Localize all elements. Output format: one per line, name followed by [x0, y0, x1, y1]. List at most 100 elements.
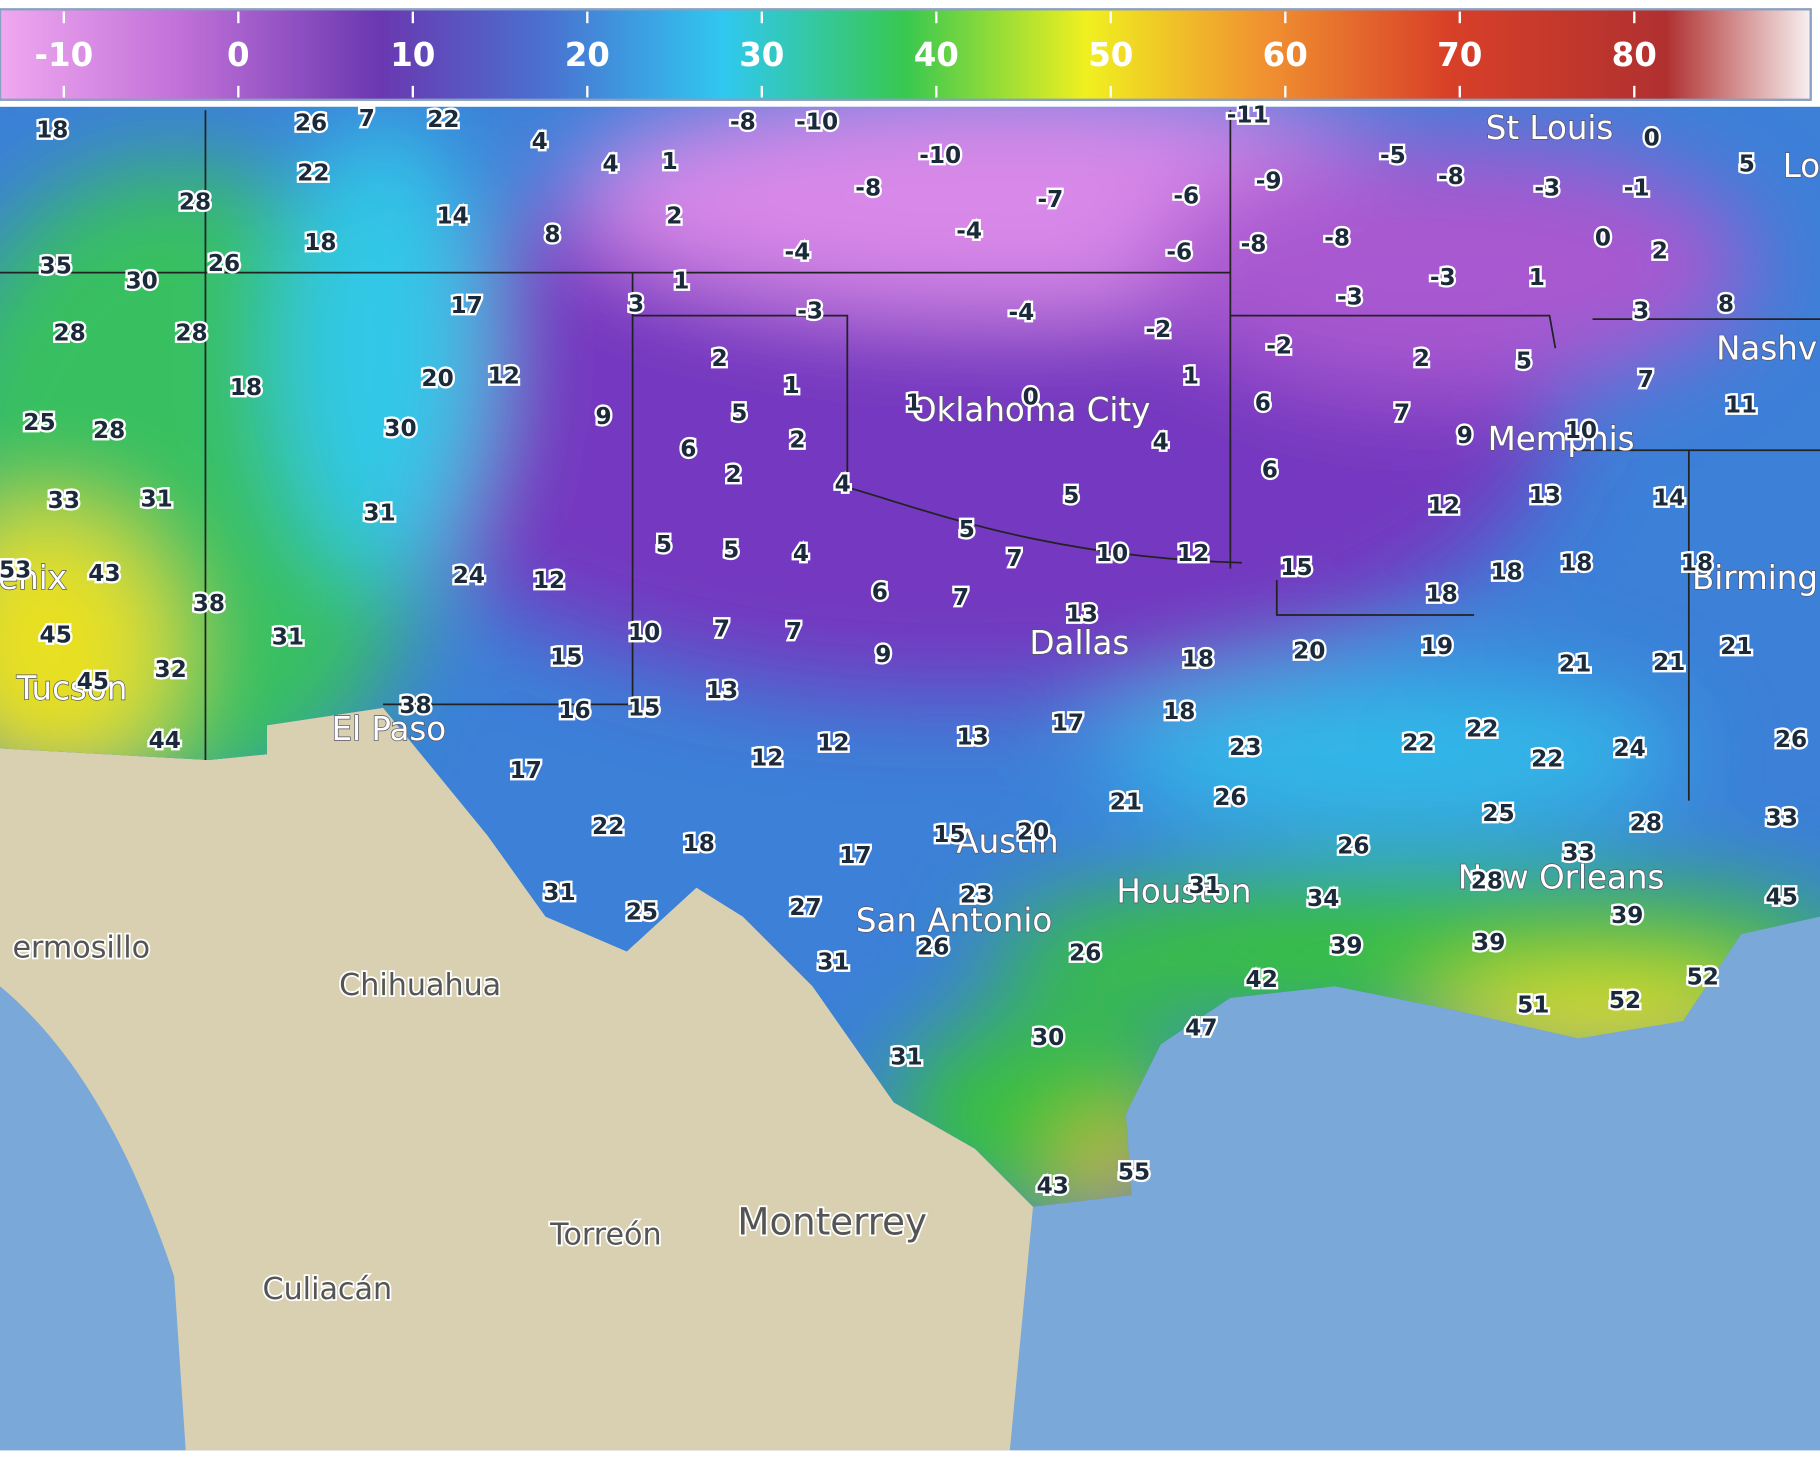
station-value: 15 [933, 821, 965, 848]
station-value: 47 [1185, 1015, 1217, 1042]
station-value: 4 [793, 540, 809, 567]
station-value: -10 [919, 142, 961, 169]
station-value: 30 [125, 267, 157, 294]
station-value: 21 [1559, 650, 1591, 677]
colorbar: -10 0 10 20 30 40 50 60 70 80 [0, 8, 1812, 101]
station-value: 18 [683, 830, 715, 857]
station-value: 13 [1529, 482, 1561, 509]
station-value: 23 [1229, 734, 1261, 761]
station-value: 31 [817, 949, 849, 976]
station-value: -6 [1166, 238, 1192, 265]
station-value: 35 [40, 252, 72, 279]
station-value: 26 [1214, 784, 1246, 811]
city-label: Culiacán [263, 1272, 393, 1307]
station-value: 21 [1653, 649, 1685, 676]
station-value: 10 [628, 619, 660, 646]
station-value: 5 [959, 516, 975, 543]
station-value: 10 [1565, 417, 1597, 444]
station-value: -11 [1227, 102, 1269, 129]
city-label: Chihuahua [339, 968, 501, 1003]
station-value: -10 [796, 108, 838, 135]
station-value: 9 [1457, 422, 1473, 449]
station-value: 51 [1517, 992, 1549, 1019]
city-label: New Orleans [1458, 859, 1665, 897]
station-value: 7 [714, 616, 730, 643]
station-value: 42 [1246, 966, 1278, 993]
colorbar-label: 30 [739, 36, 784, 74]
station-value: 22 [1531, 746, 1563, 773]
station-value: 11 [1725, 392, 1757, 419]
station-value: 17 [450, 292, 482, 319]
station-value: -2 [1146, 316, 1172, 343]
station-value: 0 [1644, 125, 1660, 152]
station-value: 18 [36, 117, 68, 144]
land [0, 707, 1034, 1451]
footer [0, 1450, 1820, 1469]
city-label: San Antonio [856, 901, 1052, 939]
station-value: 1 [673, 267, 689, 294]
station-value: 27 [789, 894, 821, 921]
station-value: 26 [295, 110, 327, 137]
station-value: 17 [510, 757, 542, 784]
city-label: Houston [1116, 872, 1251, 910]
station-value: 7 [359, 105, 375, 132]
station-value: 31 [363, 500, 395, 527]
station-value: 17 [1052, 710, 1084, 737]
station-value: 5 [1739, 150, 1755, 177]
station-value: 26 [917, 934, 949, 961]
station-value: 32 [154, 656, 186, 683]
station-value: 33 [48, 487, 80, 514]
station-value: 22 [427, 106, 459, 133]
station-value: -4 [785, 238, 811, 265]
station-value: 7 [953, 584, 969, 611]
station-value: 5 [731, 400, 747, 427]
station-value: -3 [1337, 284, 1363, 311]
station-value: 28 [1471, 867, 1503, 894]
station-value: 5 [1063, 482, 1079, 509]
station-value: 31 [543, 879, 575, 906]
station-value: 28 [179, 189, 211, 216]
station-value: 31 [141, 486, 173, 513]
station-value: 3 [1633, 298, 1649, 325]
station-value: 39 [1473, 929, 1505, 956]
station-value: 53 [0, 556, 31, 583]
station-value: 4 [602, 150, 618, 177]
station-value: 22 [1466, 715, 1498, 742]
station-value: 7 [1394, 400, 1410, 427]
station-value: 2 [666, 202, 682, 229]
station-value: -8 [1241, 230, 1267, 257]
station-value: 10 [1096, 540, 1128, 567]
city-label: Birming [1692, 559, 1818, 597]
station-value: 26 [208, 250, 240, 277]
station-value: 2 [725, 461, 741, 488]
station-value: 22 [1402, 729, 1434, 756]
station-value: 6 [1262, 457, 1278, 484]
station-value: 28 [175, 320, 207, 347]
station-value: 33 [1766, 805, 1798, 832]
colorbar-gradient [0, 8, 1812, 101]
station-value: 5 [723, 537, 739, 564]
station-value: 18 [1681, 549, 1713, 576]
station-value: -8 [855, 175, 881, 202]
station-value: 13 [957, 723, 989, 750]
city-label: Oklahoma City [911, 391, 1150, 429]
station-value: -4 [956, 218, 982, 245]
station-value: 21 [1720, 633, 1752, 660]
colorbar-label: 20 [565, 36, 610, 74]
station-value: 15 [628, 694, 660, 721]
colorbar-label: 80 [1612, 36, 1657, 74]
station-value: -4 [1009, 299, 1035, 326]
station-value: 31 [890, 1044, 922, 1071]
city-labels: St Louis Lo Nashv Oklahoma City Memphis Birmi… [0, 108, 1820, 1308]
station-value: 3 [628, 291, 644, 318]
city-label: Memphis [1488, 420, 1635, 458]
city-label: Monterrey [737, 1201, 927, 1244]
station-value: 4 [1153, 429, 1169, 456]
station-value: 38 [193, 590, 225, 617]
station-value: -9 [1256, 168, 1282, 195]
station-value: 12 [533, 567, 565, 594]
station-value: -6 [1173, 183, 1199, 210]
station-value: 15 [550, 643, 582, 670]
station-value: 38 [399, 692, 431, 719]
